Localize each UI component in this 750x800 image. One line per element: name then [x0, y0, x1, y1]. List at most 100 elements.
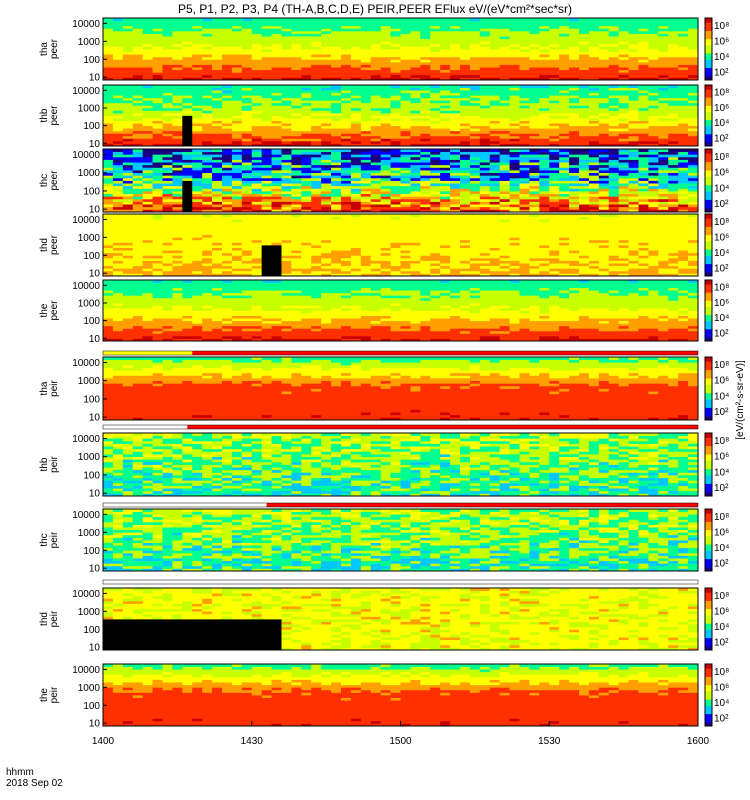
heatmap-cell [132, 30, 144, 34]
heatmap-cell [400, 162, 411, 166]
heatmap-cell [370, 183, 382, 187]
heatmap-cell [222, 159, 233, 163]
heatmap-cell [112, 64, 124, 68]
heatmap-cell [430, 133, 441, 137]
heatmap-cell [122, 112, 134, 116]
heatmap-cell [162, 252, 173, 256]
heatmap-cell [400, 59, 411, 63]
heatmap-cell [311, 252, 322, 256]
heatmap-cell [271, 159, 282, 163]
heatmap-cell [112, 67, 124, 71]
heatmap-cell [291, 69, 302, 73]
heatmap-cell [132, 120, 144, 124]
heatmap-cell [172, 196, 183, 200]
heatmap-cell [370, 175, 382, 179]
heatmap-cell [112, 209, 124, 213]
heatmap-cell [638, 143, 649, 147]
heatmap-cell [539, 20, 550, 24]
colorbar-segment [705, 101, 712, 104]
colorbar-segment [705, 172, 712, 175]
heatmap-cell [559, 154, 570, 158]
heatmap-cell [648, 90, 659, 94]
heatmap-cell [281, 201, 292, 205]
heatmap-cell [122, 245, 134, 248]
heatmap-cell [390, 143, 401, 147]
heatmap-cell [519, 123, 530, 127]
heatmap-cell [370, 167, 382, 171]
heatmap-cell [390, 110, 401, 114]
heatmap-cell [450, 87, 461, 91]
heatmap-cell [152, 159, 163, 163]
heatmap-cell [519, 30, 530, 34]
heatmap-cell [212, 33, 223, 37]
heatmap-cell [311, 191, 322, 195]
heatmap-cell [311, 69, 322, 73]
heatmap-cell [152, 167, 163, 171]
heatmap-cell [122, 204, 134, 208]
heatmap-cell [231, 100, 243, 104]
heatmap-cell [251, 177, 263, 181]
heatmap-cell [112, 149, 124, 153]
heatmap-cell [668, 118, 679, 121]
heatmap-cell [658, 151, 669, 155]
heatmap-cell [132, 77, 144, 81]
heatmap-cell [152, 149, 163, 153]
heatmap-cell [559, 41, 570, 45]
heatmap-cell [152, 59, 163, 63]
heatmap-cell [331, 74, 342, 78]
heatmap-cell [628, 209, 639, 213]
heatmap-cell [112, 38, 124, 42]
heatmap-cell [360, 100, 372, 104]
heatmap-cell [251, 270, 263, 274]
heatmap-cell [450, 149, 461, 153]
heatmap-cell [549, 102, 560, 106]
heatmap-cell [678, 107, 689, 111]
heatmap-cell [499, 123, 510, 127]
heatmap-cell [688, 170, 699, 174]
heatmap-cell [251, 67, 263, 71]
heatmap-cell [261, 250, 272, 254]
heatmap-cell [430, 138, 441, 142]
heatmap-cell [112, 273, 124, 277]
heatmap-cell [440, 69, 451, 73]
heatmap-cell [618, 198, 629, 202]
heatmap-cell [688, 67, 699, 71]
heatmap-cell [559, 125, 570, 129]
heatmap-cell [321, 135, 332, 139]
heatmap-cell [162, 85, 173, 88]
heatmap-cell [479, 74, 491, 78]
heatmap-cell [569, 43, 580, 47]
heatmap-cell [212, 46, 223, 50]
heatmap-cell [172, 120, 183, 124]
chart-title: P5, P1, P2, P3, P4 (TH-A,B,C,D,E) PEIR,P… [177, 2, 573, 16]
heatmap-cell [231, 43, 243, 47]
heatmap-cell [658, 92, 669, 96]
heatmap-cell [668, 54, 679, 58]
heatmap-cell [489, 74, 501, 78]
heatmap-cell [122, 172, 134, 176]
heatmap-cell [182, 177, 193, 181]
heatmap-cell [569, 92, 580, 96]
heatmap-cell [618, 38, 629, 42]
heatmap-cell [291, 229, 302, 233]
heatmap-cell [231, 135, 243, 139]
heatmap-cell [618, 185, 629, 189]
heatmap-cell [162, 162, 173, 166]
heatmap-cell [152, 268, 163, 272]
heatmap-cell [281, 219, 292, 223]
heatmap-cell [212, 191, 223, 195]
heatmap-cell [202, 46, 213, 50]
heatmap-cell [658, 164, 669, 168]
heatmap-cell [668, 198, 679, 202]
heatmap-cell [132, 257, 144, 261]
heatmap-cell [152, 130, 163, 134]
heatmap-cell [400, 149, 411, 153]
heatmap-cell [152, 107, 163, 111]
heatmap-cell [112, 25, 124, 29]
heatmap-cell [469, 28, 481, 32]
heatmap-cell [222, 224, 233, 228]
heatmap-cell [271, 162, 282, 166]
heatmap-cell [152, 125, 163, 129]
heatmap-cell [162, 49, 173, 52]
heatmap-cell [331, 167, 342, 171]
